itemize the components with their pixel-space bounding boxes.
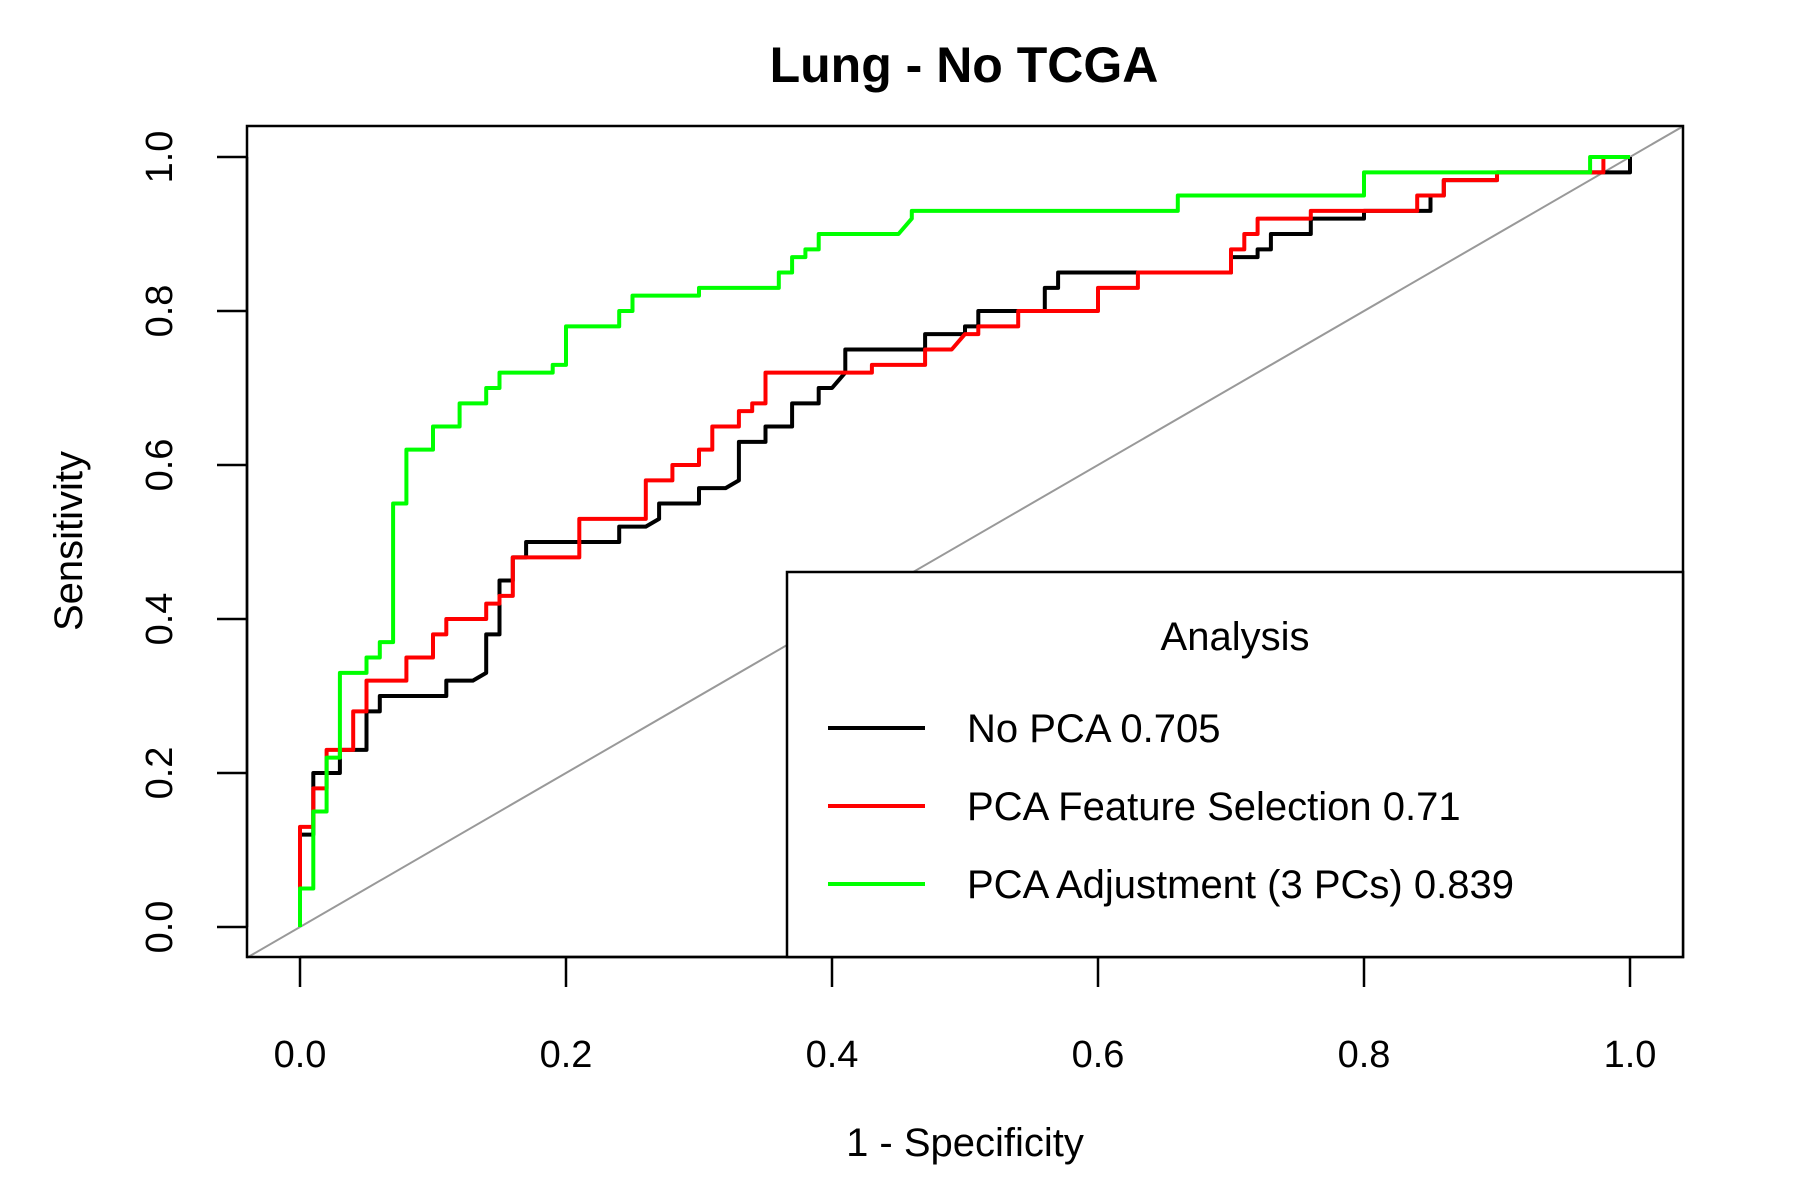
legend: Analysis No PCA 0.705 PCA Feature Selecti…: [785, 570, 1685, 959]
x-axis: 0.0 0.2 0.4 0.6 0.8 1.0: [274, 955, 1657, 1076]
y-tick-label: 0.0: [139, 901, 181, 954]
legend-label: PCA Feature Selection 0.71: [967, 785, 1461, 829]
reference-diagonal-line: [246, 125, 1684, 959]
roc-curve-series-1: [298, 157, 1632, 927]
y-tick-label: 0.4: [139, 593, 181, 646]
y-tick-label: 1.0: [139, 131, 181, 184]
x-tick-label: 0.2: [540, 1034, 593, 1076]
x-tick-label: 0.6: [1072, 1034, 1125, 1076]
x-tick-label: 0.4: [806, 1034, 859, 1076]
plot-area: [246, 125, 1684, 959]
x-tick-label: 1.0: [1604, 1034, 1657, 1076]
legend-box: [785, 570, 1685, 959]
chart-title: Lung - No TCGA: [770, 37, 1159, 93]
x-tick-label: 0.0: [274, 1034, 327, 1076]
roc-curve-series-3: [298, 155, 1630, 927]
y-tick-label: 0.6: [139, 439, 181, 492]
y-tick-label: 0.2: [139, 747, 181, 800]
legend-label: PCA Adjustment (3 PCs) 0.839: [967, 863, 1514, 907]
x-axis-label: 1 - Specificity: [846, 1121, 1084, 1165]
y-axis: 0.0 0.2 0.4 0.6 0.8 1.0: [139, 131, 249, 954]
x-tick-label: 0.8: [1338, 1034, 1391, 1076]
y-axis-label: Sensitivity: [47, 451, 91, 631]
y-tick-label: 0.8: [139, 285, 181, 338]
legend-title: Analysis: [1161, 615, 1310, 659]
roc-curve-series-2: [298, 155, 1630, 927]
legend-label: No PCA 0.705: [967, 707, 1221, 751]
